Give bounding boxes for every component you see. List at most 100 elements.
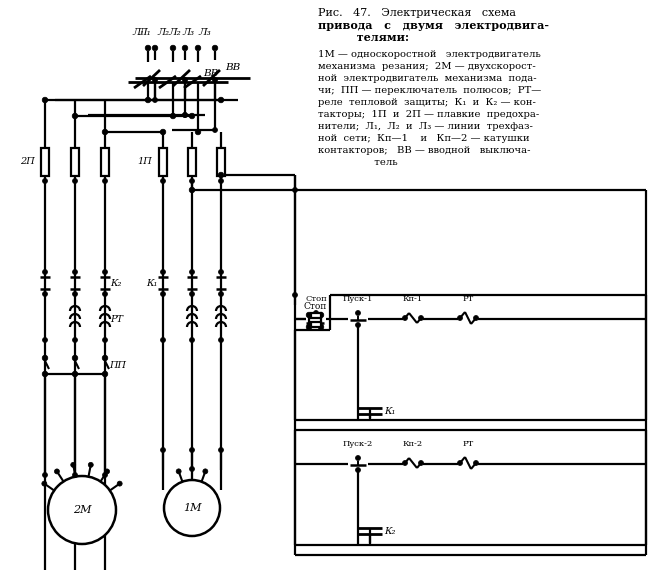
Text: 1П: 1П (138, 158, 153, 167)
Text: Л₂: Л₂ (168, 28, 182, 37)
Circle shape (318, 312, 324, 318)
Text: РТ: РТ (463, 295, 474, 303)
Circle shape (474, 461, 478, 466)
Circle shape (72, 178, 78, 183)
Circle shape (72, 371, 78, 377)
Circle shape (195, 129, 201, 135)
Bar (217, 148, 225, 176)
Circle shape (88, 462, 93, 467)
Circle shape (218, 97, 224, 103)
Circle shape (42, 371, 48, 377)
Text: РТ: РТ (463, 440, 474, 448)
Text: Стоп: Стоп (303, 302, 326, 311)
Circle shape (42, 97, 48, 103)
Circle shape (160, 129, 166, 135)
Text: 1М: 1М (183, 503, 201, 513)
Bar (311, 313, 321, 318)
Circle shape (318, 324, 324, 330)
Circle shape (43, 292, 47, 297)
Circle shape (102, 371, 108, 377)
Circle shape (355, 323, 361, 328)
Text: реле  тепловой  защиты;  К₁  и  К₂ — кон-: реле тепловой защиты; К₁ и К₂ — кон- (318, 98, 536, 107)
Bar (41, 148, 49, 176)
Text: К₁: К₁ (147, 278, 158, 288)
Text: ной  сети;  Кπ—1    и   Кπ—2 — катушки: ной сети; Кπ—1 и Кπ—2 — катушки (318, 134, 530, 143)
Text: Кπ-2: Кπ-2 (403, 440, 423, 448)
Circle shape (218, 338, 224, 343)
Text: Пуск-1: Пуск-1 (343, 295, 373, 303)
Circle shape (182, 45, 188, 51)
Circle shape (43, 178, 47, 183)
Text: контакторов;   ВВ — вводной   выключа-: контакторов; ВВ — вводной выключа- (318, 146, 530, 155)
Circle shape (161, 447, 166, 453)
Circle shape (102, 355, 108, 361)
Circle shape (313, 310, 318, 316)
Circle shape (103, 473, 107, 477)
Circle shape (457, 316, 463, 320)
Circle shape (190, 447, 195, 453)
Circle shape (190, 292, 195, 297)
Circle shape (218, 270, 224, 274)
Circle shape (103, 178, 107, 183)
Text: Пуск-2: Пуск-2 (343, 440, 373, 448)
Text: ной  электродвигатель  механизма  пода-: ной электродвигатель механизма пода- (318, 74, 537, 83)
Bar (71, 148, 79, 176)
Text: Л₂: Л₂ (157, 28, 169, 37)
Text: 2М: 2М (73, 505, 91, 515)
Circle shape (70, 462, 76, 467)
Text: Л₃: Л₃ (182, 28, 194, 37)
Circle shape (474, 316, 478, 320)
Circle shape (103, 270, 107, 274)
Circle shape (72, 292, 78, 297)
Circle shape (170, 113, 176, 119)
Text: Кπ-1: Кπ-1 (403, 295, 423, 303)
Text: Рис.   47.   Электрическая   схема: Рис. 47. Электрическая схема (318, 8, 516, 18)
Bar (188, 148, 196, 176)
Text: К₂: К₂ (384, 527, 395, 535)
Circle shape (102, 129, 108, 135)
Circle shape (161, 178, 166, 183)
Circle shape (103, 292, 107, 297)
Text: Стоп: Стоп (305, 295, 327, 303)
Circle shape (457, 461, 463, 466)
Text: ВВ: ВВ (203, 68, 218, 78)
Text: К₂: К₂ (110, 278, 121, 288)
Circle shape (195, 45, 201, 51)
Text: нители;  Л₁,  Л₂  и  Л₃ — линии  трехфаз-: нители; Л₁, Л₂ и Л₃ — линии трехфаз- (318, 122, 533, 131)
Circle shape (190, 466, 195, 472)
Circle shape (190, 338, 195, 343)
Circle shape (161, 292, 166, 297)
Circle shape (293, 187, 297, 193)
Circle shape (164, 480, 220, 536)
Text: ВВ: ВВ (225, 63, 240, 72)
Text: ПП: ПП (109, 362, 126, 370)
Circle shape (403, 316, 407, 320)
Circle shape (306, 312, 312, 318)
Circle shape (190, 270, 195, 274)
Circle shape (43, 338, 47, 343)
Circle shape (190, 113, 195, 119)
Text: Л₃: Л₃ (199, 28, 211, 37)
Circle shape (161, 270, 166, 274)
Circle shape (72, 113, 78, 119)
Circle shape (190, 187, 195, 193)
Bar (101, 148, 109, 176)
Circle shape (218, 172, 224, 178)
Text: тель: тель (318, 158, 397, 167)
Text: Л₁: Л₁ (132, 28, 144, 37)
Text: чи;  ПП — переключатель  полюсов;  РТ—: чи; ПП — переключатель полюсов; РТ— (318, 86, 542, 95)
Circle shape (72, 338, 78, 343)
Circle shape (152, 45, 158, 51)
Circle shape (145, 97, 151, 103)
Circle shape (55, 469, 59, 474)
Circle shape (103, 338, 107, 343)
Circle shape (218, 447, 224, 453)
Circle shape (218, 178, 224, 183)
Text: К₁: К₁ (384, 407, 395, 416)
Circle shape (213, 78, 218, 82)
Circle shape (43, 473, 47, 477)
Circle shape (203, 469, 208, 474)
Circle shape (43, 270, 47, 274)
Circle shape (218, 292, 224, 297)
Circle shape (190, 178, 195, 183)
